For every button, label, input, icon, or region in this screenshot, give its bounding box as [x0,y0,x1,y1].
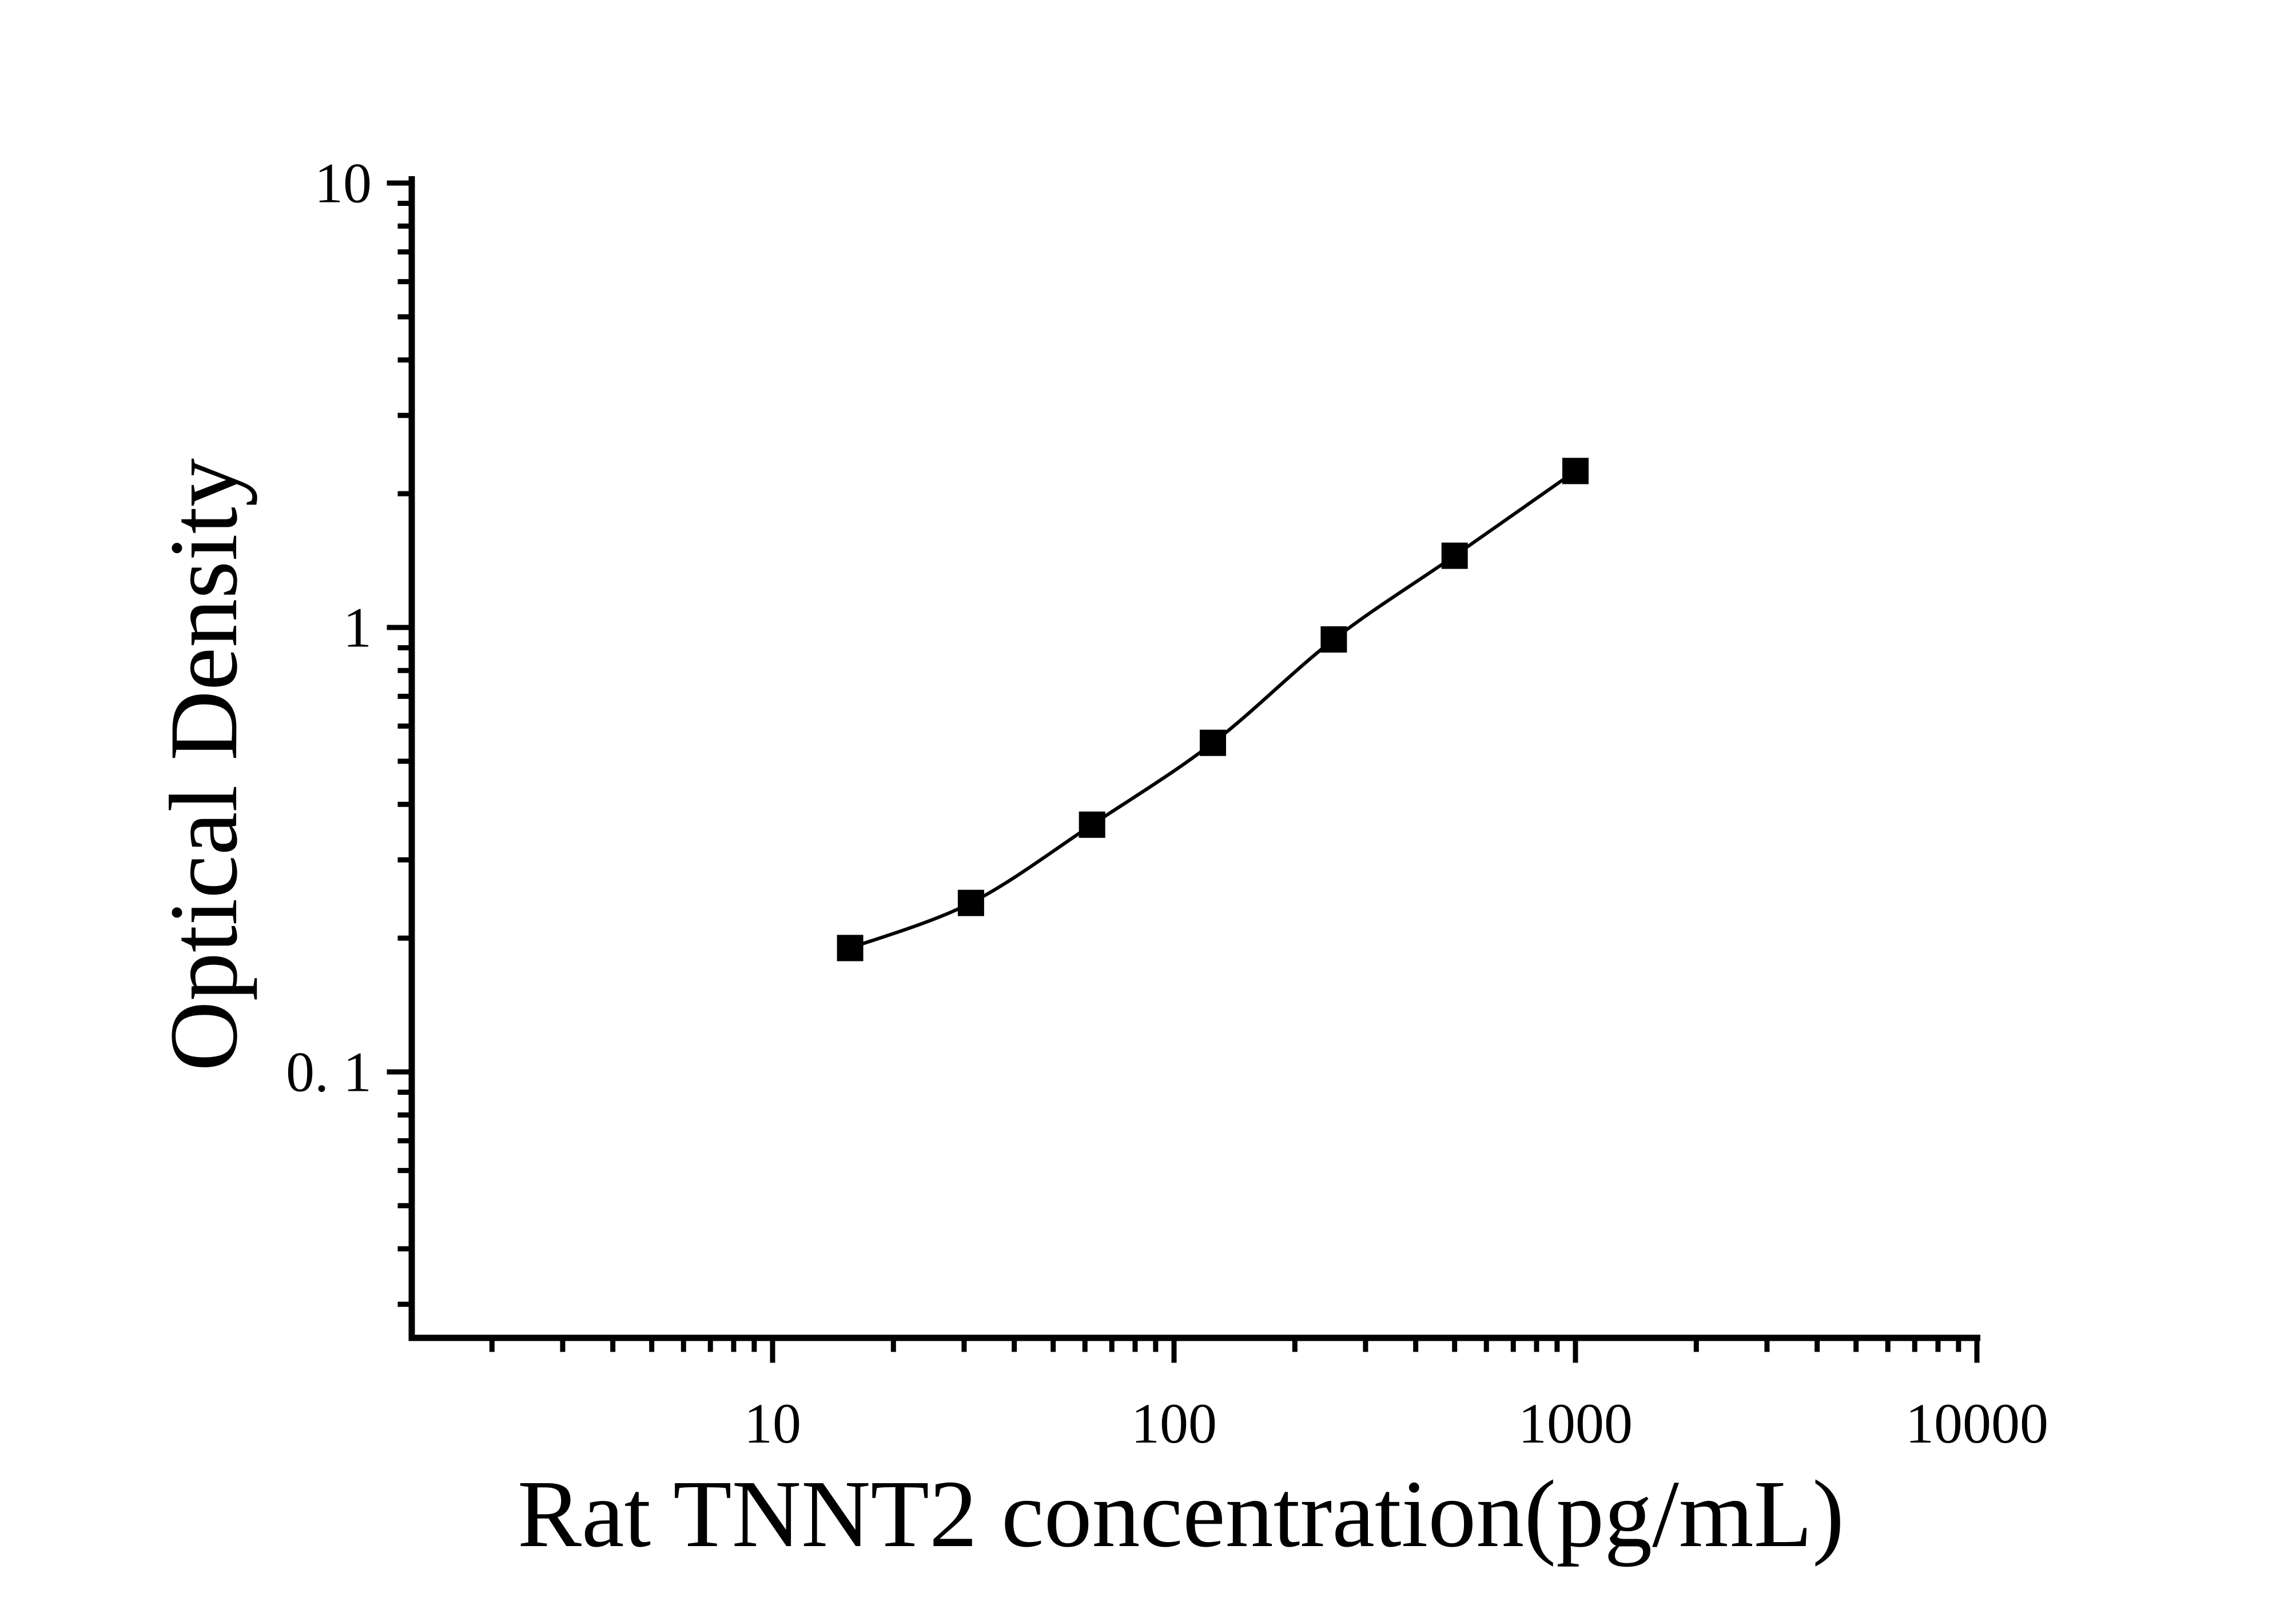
axis-titles: Rat TNNT2 concentration(pg/mL) Optical D… [150,458,1844,1567]
data-point-marker-500 [1441,542,1468,569]
data-point-marker-31.2 [957,889,984,916]
axes [387,176,1980,1363]
x-tick-label-1000: 1000 [1518,1392,1633,1455]
plot-series [837,458,1589,962]
data-point-marker-15.6 [837,935,864,962]
y-axis-title: Optical Density [150,458,257,1071]
data-point-marker-1000 [1562,458,1589,484]
y-tick-label-1: 1 [343,596,372,660]
y-tick-label-0.1: 0. 1 [286,1040,372,1104]
x-tick-label-10: 10 [744,1392,801,1455]
x-tick-label-10000: 10000 [1905,1392,2048,1455]
data-point-marker-125 [1200,729,1226,756]
y-tick-label-10: 10 [315,152,372,215]
data-point-marker-250 [1320,626,1347,653]
data-point-marker-62.5 [1079,811,1105,838]
x-tick-label-100: 100 [1131,1392,1217,1455]
x-axis-title: Rat TNNT2 concentration(pg/mL) [518,1461,1844,1567]
tick-labels: 10 1 0. 1 10 100 1000 10000 [286,152,2048,1456]
